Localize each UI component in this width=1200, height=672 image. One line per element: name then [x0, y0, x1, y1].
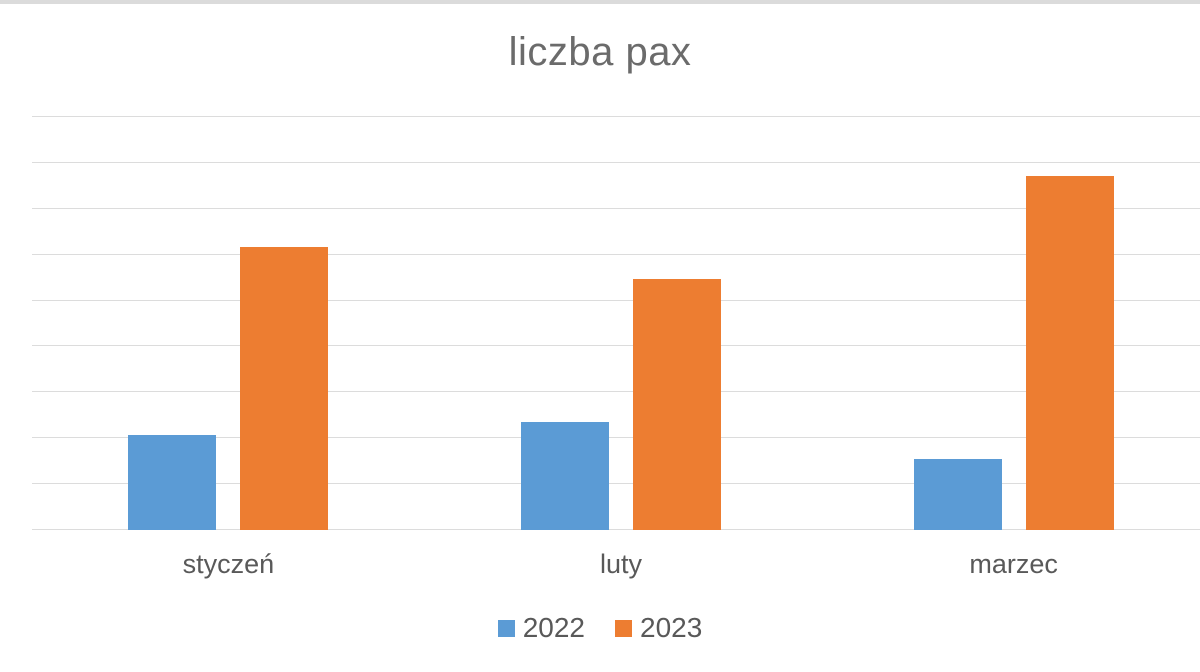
bar-2022-styczeń	[128, 435, 217, 530]
gridline	[32, 116, 1200, 117]
gridline	[32, 253, 1200, 255]
chart-title: liczba pax	[508, 30, 692, 74]
bar-2022-marzec	[913, 458, 1002, 530]
x-axis-line	[32, 529, 1200, 530]
gridline	[32, 391, 1200, 393]
gridline	[32, 345, 1200, 347]
legend-label-2022: 2022	[522, 612, 585, 643]
gridline	[32, 437, 1200, 439]
bar-2023-marzec	[1025, 176, 1114, 530]
legend-item-2022: 2022	[497, 612, 585, 644]
gridline	[32, 483, 1200, 485]
window-top-strip	[0, 0, 1200, 4]
x-axis-label-styczeń: styczeń	[182, 549, 275, 579]
x-axis-labels: styczeń luty marzec	[32, 549, 1200, 583]
bar-2023-luty	[633, 279, 721, 530]
legend: 2022 2023	[0, 612, 1200, 644]
bar-2023-styczeń	[240, 246, 329, 530]
plot-area	[32, 116, 1200, 530]
gridline	[32, 299, 1200, 301]
legend-swatch-2022	[497, 619, 515, 637]
legend-swatch-2023	[615, 619, 632, 637]
x-axis-label-luty: luty	[600, 549, 643, 579]
legend-item-2023: 2023	[615, 612, 702, 644]
bar-2022-luty	[521, 422, 609, 530]
x-axis-label-marzec: marzec	[969, 549, 1058, 579]
gridline	[32, 161, 1200, 163]
gridline	[32, 207, 1200, 209]
legend-label-2023: 2023	[640, 612, 703, 643]
